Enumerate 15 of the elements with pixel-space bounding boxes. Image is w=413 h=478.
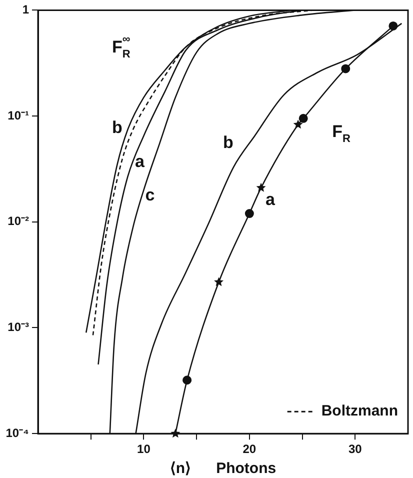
y-tick-label: 10⁻² — [8, 214, 30, 228]
y-tick-label: 1 — [22, 2, 30, 17]
x-tick-label: 20 — [242, 442, 256, 456]
annotation: c — [145, 186, 155, 205]
x-axis-title: ⟨n⟩ Photons — [170, 460, 276, 478]
annotation: a — [266, 190, 276, 209]
y-tick-label: 10⁻⁴ — [6, 426, 30, 440]
y-tick-label: 10⁻¹ — [8, 108, 30, 122]
annotation: b — [223, 132, 234, 152]
y-tick-label: 10⁻³ — [8, 320, 30, 334]
x-tick-label: 10 — [137, 442, 151, 456]
annotation: a — [134, 152, 145, 171]
annotation: b — [112, 118, 122, 137]
x-tick-label: 30 — [348, 442, 362, 456]
legend-label: Boltzmann — [321, 402, 398, 420]
